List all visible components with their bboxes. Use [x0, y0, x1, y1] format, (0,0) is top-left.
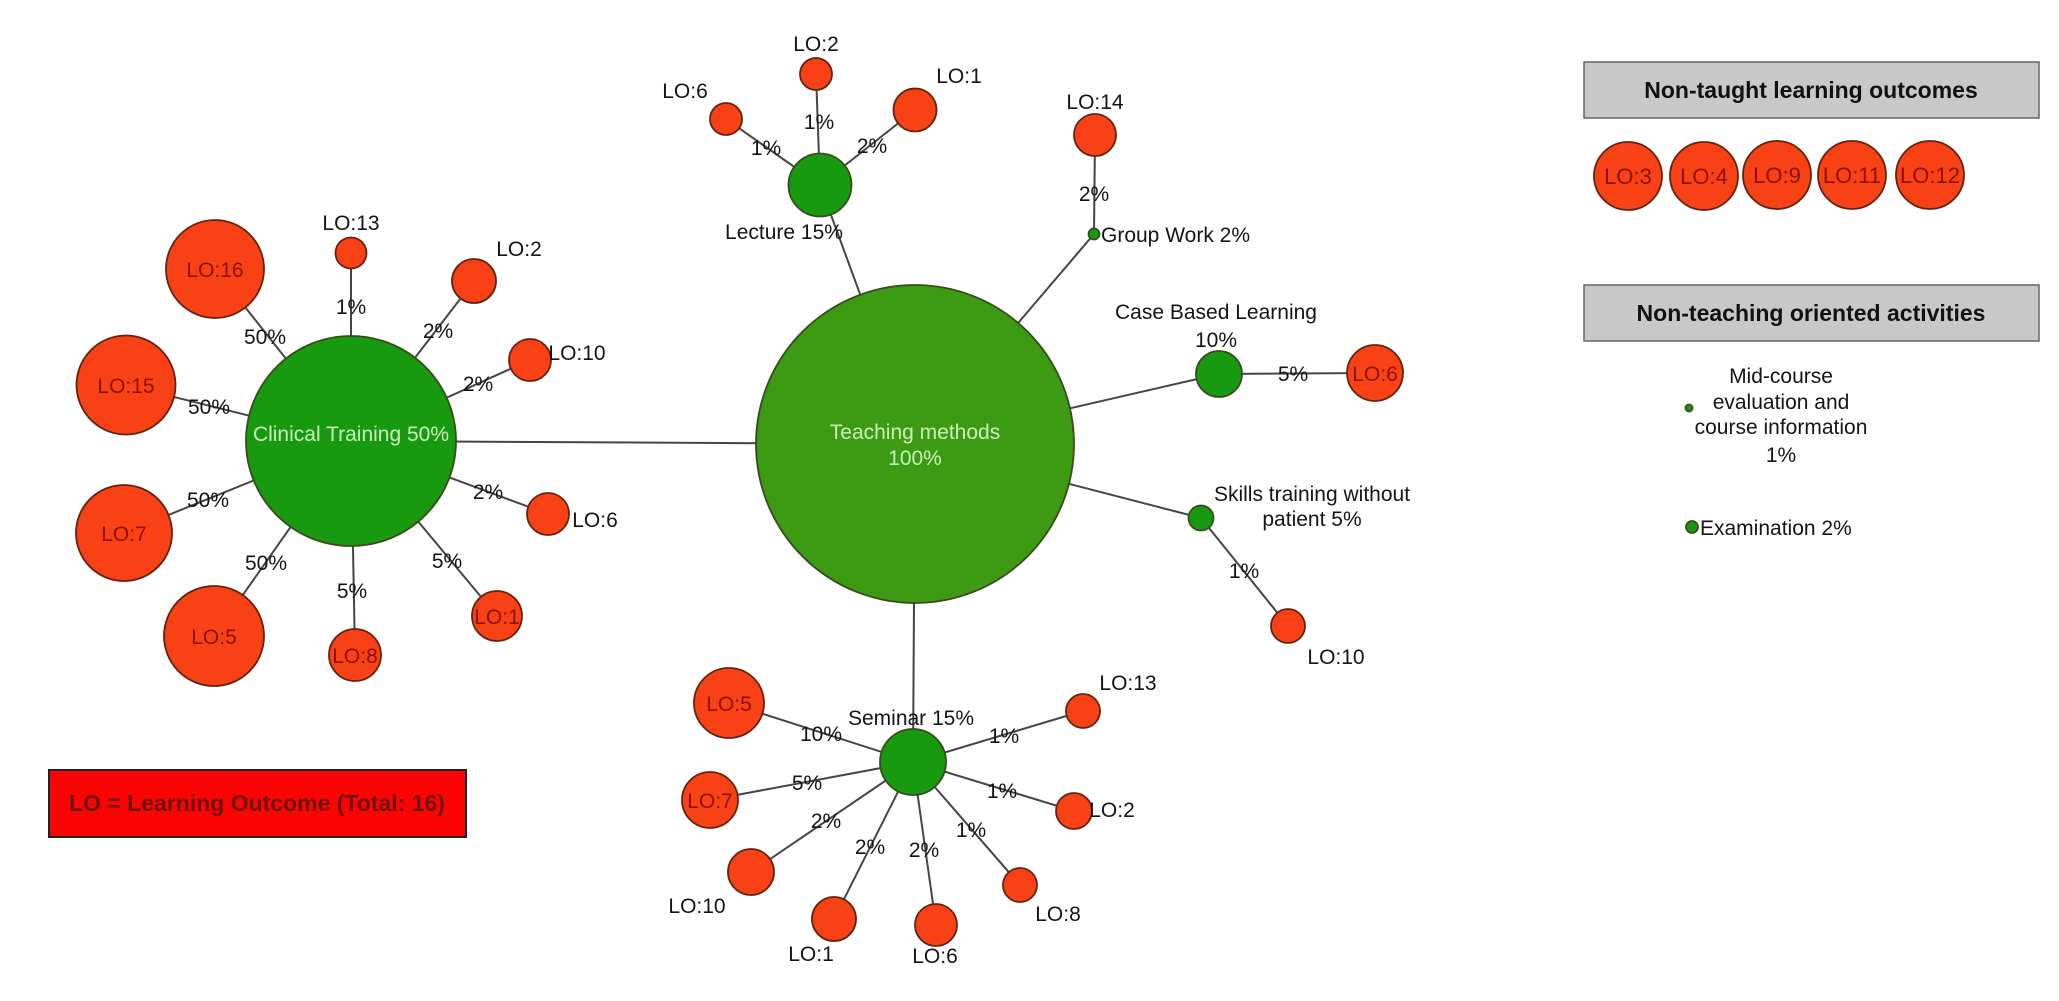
svg-text:5%: 5%	[432, 550, 462, 573]
svg-text:Case Based Learning: Case Based Learning	[1115, 301, 1317, 324]
svg-text:1%: 1%	[956, 819, 986, 842]
svg-text:LO:13: LO:13	[1099, 672, 1156, 695]
svg-text:LO:1: LO:1	[474, 606, 520, 629]
svg-text:LO:2: LO:2	[1089, 799, 1135, 822]
svg-text:2%: 2%	[811, 810, 841, 833]
svg-text:50%: 50%	[188, 396, 230, 419]
svg-text:Clinical Training 50%: Clinical Training 50%	[253, 423, 449, 446]
svg-text:LO:6: LO:6	[662, 80, 708, 103]
svg-text:2%: 2%	[909, 839, 939, 862]
svg-text:LO:6: LO:6	[1352, 363, 1398, 386]
svg-text:LO:10: LO:10	[1307, 646, 1364, 669]
svg-text:1%: 1%	[751, 137, 781, 160]
svg-text:50%: 50%	[245, 552, 287, 575]
svg-text:LO = Learning Outcome (Total:: LO = Learning Outcome (Total: 16)	[69, 790, 445, 816]
svg-text:Examination 2%: Examination 2%	[1700, 517, 1852, 540]
svg-text:2%: 2%	[423, 320, 453, 343]
svg-text:1%: 1%	[989, 725, 1019, 748]
svg-text:Mid-course: Mid-course	[1729, 365, 1833, 388]
svg-text:LO:9: LO:9	[1753, 163, 1801, 188]
svg-text:10%: 10%	[800, 723, 842, 746]
svg-text:LO:6: LO:6	[572, 509, 618, 532]
svg-text:Non-taught learning outcomes: Non-taught learning outcomes	[1644, 77, 1978, 103]
svg-text:LO:13: LO:13	[322, 212, 379, 235]
svg-text:LO:16: LO:16	[186, 259, 243, 282]
svg-text:2%: 2%	[855, 836, 885, 859]
svg-text:LO:7: LO:7	[101, 523, 147, 546]
svg-text:1%: 1%	[804, 111, 834, 134]
svg-text:5%: 5%	[337, 580, 367, 603]
svg-text:patient 5%: patient 5%	[1262, 508, 1361, 531]
svg-text:LO:1: LO:1	[788, 943, 834, 966]
svg-text:Seminar 15%: Seminar 15%	[848, 707, 974, 730]
svg-text:LO:2: LO:2	[496, 238, 542, 261]
svg-text:LO:7: LO:7	[687, 790, 733, 813]
svg-text:LO:14: LO:14	[1066, 91, 1124, 114]
svg-text:1%: 1%	[987, 780, 1017, 803]
svg-text:1%: 1%	[1229, 560, 1259, 583]
svg-text:LO:5: LO:5	[706, 693, 752, 716]
svg-text:LO:6: LO:6	[912, 945, 958, 968]
svg-text:LO:8: LO:8	[1035, 903, 1081, 926]
svg-text:100%: 100%	[888, 447, 942, 470]
svg-text:LO:11: LO:11	[1823, 163, 1881, 188]
svg-text:5%: 5%	[1278, 363, 1308, 386]
svg-text:50%: 50%	[244, 326, 286, 349]
svg-text:2%: 2%	[473, 481, 503, 504]
svg-text:LO:15: LO:15	[97, 375, 154, 398]
svg-text:LO:12: LO:12	[1900, 163, 1960, 188]
svg-text:Lecture 15%: Lecture 15%	[725, 221, 843, 244]
svg-text:1%: 1%	[1766, 444, 1796, 467]
svg-text:Teaching methods: Teaching methods	[830, 421, 1000, 444]
svg-text:Group Work 2%: Group Work 2%	[1101, 224, 1250, 247]
svg-text:10%: 10%	[1195, 329, 1237, 352]
svg-text:LO:2: LO:2	[793, 33, 839, 56]
svg-text:evaluation and: evaluation and	[1713, 391, 1850, 414]
svg-text:2%: 2%	[1079, 183, 1109, 206]
svg-text:50%: 50%	[187, 489, 229, 512]
svg-text:LO:3: LO:3	[1604, 164, 1652, 189]
svg-text:5%: 5%	[792, 772, 822, 795]
svg-text:course information: course information	[1695, 416, 1868, 439]
svg-text:2%: 2%	[463, 373, 493, 396]
svg-text:Skills training without: Skills training without	[1214, 483, 1410, 506]
svg-text:1%: 1%	[336, 296, 366, 319]
svg-text:LO:10: LO:10	[548, 342, 605, 365]
svg-text:LO:1: LO:1	[936, 65, 982, 88]
svg-text:LO:10: LO:10	[668, 895, 725, 918]
svg-text:LO:5: LO:5	[191, 626, 237, 649]
svg-text:Non-teaching oriented activiti: Non-teaching oriented activities	[1637, 300, 1986, 326]
svg-text:2%: 2%	[857, 135, 887, 158]
svg-text:LO:8: LO:8	[332, 645, 378, 668]
svg-text:LO:4: LO:4	[1680, 164, 1728, 189]
